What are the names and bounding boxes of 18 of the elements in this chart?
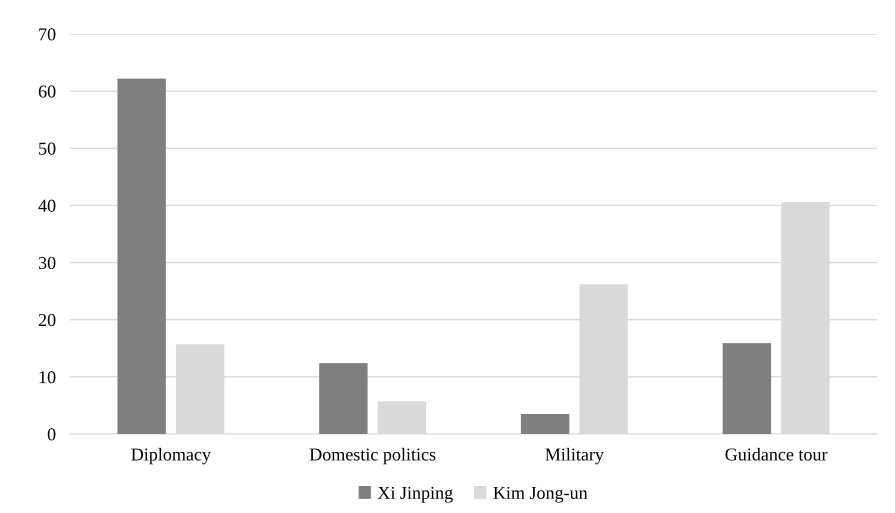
y-tick-label: 30 (38, 256, 56, 270)
y-tick-label: 0 (48, 428, 56, 440)
y-tick-label: 20 (38, 314, 56, 326)
bar (520, 414, 570, 434)
y-tick-label: 40 (38, 200, 56, 212)
legend-label: Kim Jong-un (493, 486, 588, 503)
y-tick-label: 70 (39, 28, 56, 40)
x-tick-label: Guidance tour (725, 448, 828, 461)
x-tick-label: Diplomacy (131, 448, 211, 464)
legend-label: Xi Jinping (378, 486, 453, 503)
y-tick-label: 50 (39, 142, 56, 155)
x-tick-label: Military (545, 448, 604, 464)
y-tick-label: 60 (38, 85, 56, 98)
bar (319, 363, 368, 434)
bar (722, 343, 772, 434)
x-tick-label: Domestic politics (310, 448, 436, 464)
y-tick-label: 10 (40, 371, 56, 384)
bar (117, 78, 166, 434)
